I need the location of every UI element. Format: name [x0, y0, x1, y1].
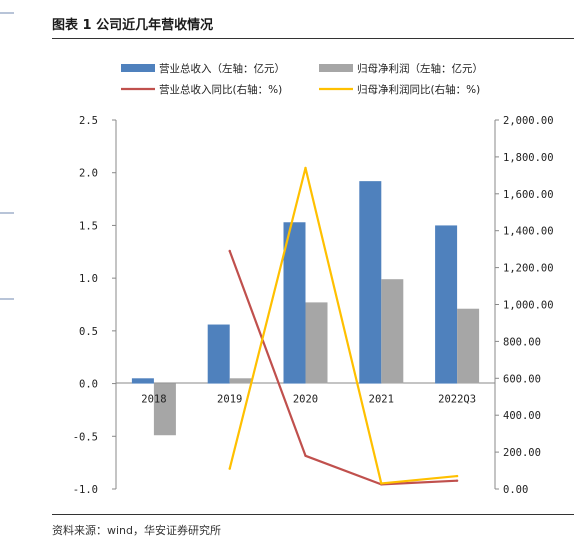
- left-tick-label: 0.0: [79, 379, 98, 391]
- right-tick-label: 2,000.00: [503, 115, 554, 127]
- revenue-growth-series-point-2022Q3: [455, 479, 459, 482]
- source-note: 资料来源：wind，华安证券研究所: [52, 524, 222, 537]
- revenue-bar-2021: [359, 181, 382, 384]
- left-tick-label: 2.0: [79, 168, 98, 180]
- right-tick-label: 1,800.00: [503, 152, 554, 164]
- profit-growth-series-point-2022Q3: [455, 474, 459, 478]
- right-tick-label: 1,600.00: [503, 189, 554, 201]
- left-tick-label: 1.5: [79, 220, 98, 232]
- right-tick-label: 1,200.00: [503, 263, 554, 275]
- title-rule: [52, 38, 574, 39]
- profit-bar-2019: [229, 378, 252, 384]
- right-tick-label: 1,400.00: [503, 226, 554, 238]
- legend-label-profit: 归母净利润（左轴：亿元）: [357, 62, 483, 75]
- revenue-growth-series-point-2020: [304, 454, 307, 457]
- revenue-growth-series-point-2019: [228, 249, 231, 253]
- legend-label-profit-growth: 归母净利润同比(右轴：%): [357, 83, 480, 96]
- left-tick-label: -1.0: [73, 484, 98, 496]
- footer-rule: [52, 514, 574, 515]
- right-tick-label: 600.00: [503, 373, 541, 385]
- profit-growth-line: [228, 166, 459, 485]
- category-label-2018: 2018: [141, 394, 166, 406]
- profit-bars: [153, 279, 480, 436]
- profit-growth-series-point-2020: [304, 166, 307, 170]
- profit-bar-2018: [153, 383, 176, 436]
- left-tick-label: 1.0: [79, 273, 98, 285]
- profit-bar-2020: [305, 302, 328, 384]
- legend-label-revenue: 营业总收入（左轴：亿元）: [159, 62, 285, 75]
- profit-growth-series-point-2019: [228, 467, 231, 470]
- side-mark-2: [0, 212, 14, 214]
- side-mark-3: [0, 298, 14, 300]
- category-label-2022Q3: 2022Q3: [438, 394, 476, 406]
- profit-bar-2022Q3: [457, 308, 480, 384]
- right-tick-label: 200.00: [503, 447, 541, 459]
- legend-swatch-profit: [319, 64, 353, 72]
- figure-title: 图表 1 公司近几年营收情况: [52, 18, 214, 33]
- category-label-2020: 2020: [293, 394, 318, 406]
- category-labels: 2018 2019 2020 2021 2022Q3: [141, 394, 476, 406]
- revenue-bar-2018: [131, 378, 154, 384]
- revenue-bar-2019: [207, 324, 230, 384]
- right-tick-label: 400.00: [503, 410, 541, 422]
- left-tick-label: 2.5: [79, 115, 98, 127]
- profit-bar-2021: [381, 279, 404, 384]
- revenue-bars: [131, 181, 458, 384]
- category-label-2019: 2019: [217, 394, 242, 406]
- right-axis-ticks: 2,000.00 1,800.00 1,600.00 1,400.00 1,200.00…: [495, 115, 554, 496]
- right-tick-label: 800.00: [503, 336, 541, 348]
- side-mark-1: [0, 12, 14, 14]
- right-tick-label: 0.00: [503, 484, 528, 496]
- category-label-2021: 2021: [369, 394, 394, 406]
- revenue-bar-2022Q3: [435, 225, 458, 384]
- left-tick-label: 0.5: [79, 326, 98, 338]
- legend-swatch-revenue: [121, 64, 155, 72]
- profit-growth-series-point-2021: [380, 482, 383, 485]
- legend-label-revenue-growth: 营业总收入同比(右轴：%): [159, 83, 282, 96]
- revenue-growth-series: [228, 250, 458, 486]
- legend: 营业总收入（左轴：亿元） 归母净利润（左轴：亿元） 营业总收入同比(右轴：%) …: [121, 62, 483, 96]
- revenue-growth-line: [228, 249, 459, 486]
- left-axis-ticks: 2.5 2.0 1.5 1.0 0.5 0.0 -0.5 -1.0: [73, 115, 116, 496]
- revenue-bar-2020: [283, 222, 306, 384]
- right-tick-label: 1,000.00: [503, 300, 554, 312]
- profit-growth-series: [228, 166, 458, 485]
- left-tick-label: -0.5: [73, 431, 98, 443]
